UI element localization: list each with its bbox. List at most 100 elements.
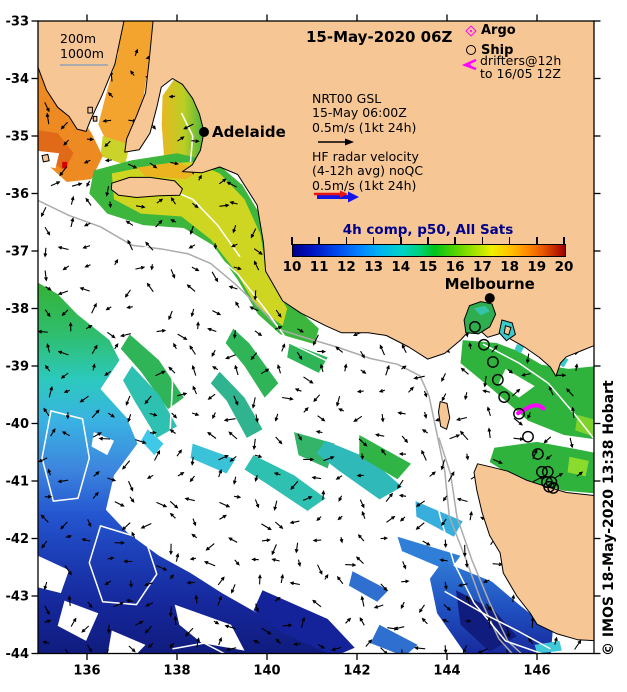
gsl-scale-arrow xyxy=(318,138,354,146)
colorbar-tick xyxy=(372,237,375,245)
lon-tick-label: 138 xyxy=(163,664,190,679)
lat-tick-label: -43 xyxy=(6,590,30,605)
sst-patch-west-coast-hot-pixel xyxy=(62,161,68,169)
map-layers xyxy=(38,21,594,654)
colorbar-tick xyxy=(454,237,456,245)
lon-tick-label: 142 xyxy=(343,664,370,679)
sst-patch-sw-hole-3 xyxy=(174,604,245,651)
hf-scale-arrow xyxy=(314,190,359,203)
colorbar-tick-label: 20 xyxy=(554,259,574,275)
sst-patch-streak-f-cyan xyxy=(190,443,236,474)
colorbar-tick xyxy=(400,237,402,245)
contour-south xyxy=(172,642,225,654)
depth-1000m-line-sample xyxy=(60,64,108,66)
sst-patch-streak-d-teal xyxy=(244,455,326,511)
ship-marker xyxy=(468,320,481,333)
colorbar-tick xyxy=(536,237,538,245)
hf-line1: HF radar velocity xyxy=(312,149,419,164)
city-dot-adelaide xyxy=(199,126,209,137)
colorbar-tick xyxy=(291,237,293,245)
colorbar-tick-label: 18 xyxy=(500,259,519,275)
colorbar-tick xyxy=(508,237,511,245)
colorbar-title: 4h comp, p50, All Sats xyxy=(342,222,514,238)
ship-marker xyxy=(498,391,511,403)
city-label-adelaide: Adelaide xyxy=(212,123,286,141)
lon-tick-label: 136 xyxy=(73,664,100,679)
land-coffin-islet xyxy=(41,153,50,163)
sst-patch-ntas-green xyxy=(489,441,594,494)
colorbar-tick xyxy=(563,237,565,245)
colorbar-tick-label: 12 xyxy=(336,259,356,275)
sst-patch-ki-band-yellow xyxy=(111,161,288,326)
land-banks-islet-1 xyxy=(87,106,93,114)
lat-tick-label: -36 xyxy=(6,187,30,202)
sst-patch-sw-hole-5 xyxy=(91,432,114,456)
sst-patch-streak-a-teal xyxy=(123,366,177,438)
lon-tick-label: 140 xyxy=(253,664,280,679)
sst-patch-wtas-teal xyxy=(415,501,463,537)
colorbar-tick-label: 13 xyxy=(364,259,383,275)
lon-tick-label: 146 xyxy=(523,664,550,679)
land-mainland xyxy=(124,21,594,377)
lat-tick-label: -34 xyxy=(6,72,30,87)
axis-ticks xyxy=(31,14,601,660)
gsl-line2: 15-May 06:00Z xyxy=(312,105,407,121)
axis-labels: -33 -34 -35 -36 -37 -38 -39 -40 -41 -42 -43 -44 136 1… xyxy=(6,15,551,679)
bay-port-phillip-teal xyxy=(474,305,490,316)
colorbar-tick-label: 16 xyxy=(445,259,465,275)
lat-tick-label: -44 xyxy=(6,647,30,662)
lon-tick-label: 144 xyxy=(433,664,460,679)
ship-marker xyxy=(486,356,499,368)
sst-patch-bc-blue-2 xyxy=(370,624,418,654)
gsl-velocity-legend: NRT00 GSL 15-May 06:00Z 0.5m/s (1kt 24h) xyxy=(312,91,417,135)
drifter-legend-line2: to 16/05 12Z xyxy=(480,66,561,81)
gsl-line1: NRT00 GSL xyxy=(312,91,382,106)
colorbar-tick xyxy=(481,237,484,245)
lat-tick-label: -35 xyxy=(6,130,30,145)
sst-patch-streak-h-green xyxy=(359,435,411,480)
sst-patch-sw-gradient-field xyxy=(38,282,340,654)
sst-patch-spencer-gulf-sst xyxy=(87,21,153,154)
lat-tick-label: -33 xyxy=(6,15,30,30)
land-banks-islet-2 xyxy=(92,115,98,122)
land-tasmania xyxy=(473,463,594,642)
sst-patch-ntas-bright xyxy=(567,456,589,477)
imos-watermark: © IMOS 18-May-2020 13:38 Hobart xyxy=(601,380,617,656)
lat-tick-label: -42 xyxy=(6,532,30,547)
drifter-legend-line1: drifters@12h xyxy=(480,53,562,68)
sst-patch-streak-b-green xyxy=(225,328,279,398)
ship-marker xyxy=(491,373,504,386)
contour-bass xyxy=(482,343,594,441)
contour-mid xyxy=(167,331,174,430)
ship-marker xyxy=(477,338,490,351)
land-eyre-peninsula xyxy=(38,21,125,132)
colorbar-tick-label: 19 xyxy=(527,259,547,275)
ship-marker-icon xyxy=(466,45,476,55)
ship-marker xyxy=(522,430,534,443)
sst-patch-streak-g-teal xyxy=(316,440,402,500)
colorbar-tick-label: 15 xyxy=(418,259,438,275)
ship-marker xyxy=(513,407,525,420)
colorbar-tick-label: 14 xyxy=(391,259,411,275)
land-king-island xyxy=(438,401,451,430)
colorbar-tick-label: 11 xyxy=(309,259,329,275)
lat-tick-label: -37 xyxy=(6,245,30,260)
hf-radar-legend: HF radar velocity (4-12h avg) noQC 0.5m/… xyxy=(312,149,424,193)
contour-gsv xyxy=(180,112,194,162)
map-date-title: 15-May-2020 06Z xyxy=(306,28,453,46)
colorbar-tick xyxy=(318,237,320,245)
ship-marker xyxy=(536,465,548,478)
sst-patch-streak-c-green xyxy=(287,343,328,373)
gsl-line3: 0.5m/s (1kt 24h) xyxy=(312,119,417,135)
sst-patch-streak-a-green xyxy=(120,334,184,410)
sst-patch-bc-blue-1 xyxy=(348,571,389,602)
bay-french-island xyxy=(503,325,512,336)
hf-line3: 0.5m/s (1kt 24h) xyxy=(312,177,417,193)
sst-patch-sw-hole-2 xyxy=(57,600,99,641)
hf-line2: (4-12h avg) noQC xyxy=(312,163,424,179)
ship-legend-label: Ship xyxy=(481,43,514,58)
sst-patch-streak-a-cyan xyxy=(141,429,164,456)
colorbar-tick-label: 10 xyxy=(282,259,302,275)
argo-legend-label: Argo xyxy=(481,23,516,38)
